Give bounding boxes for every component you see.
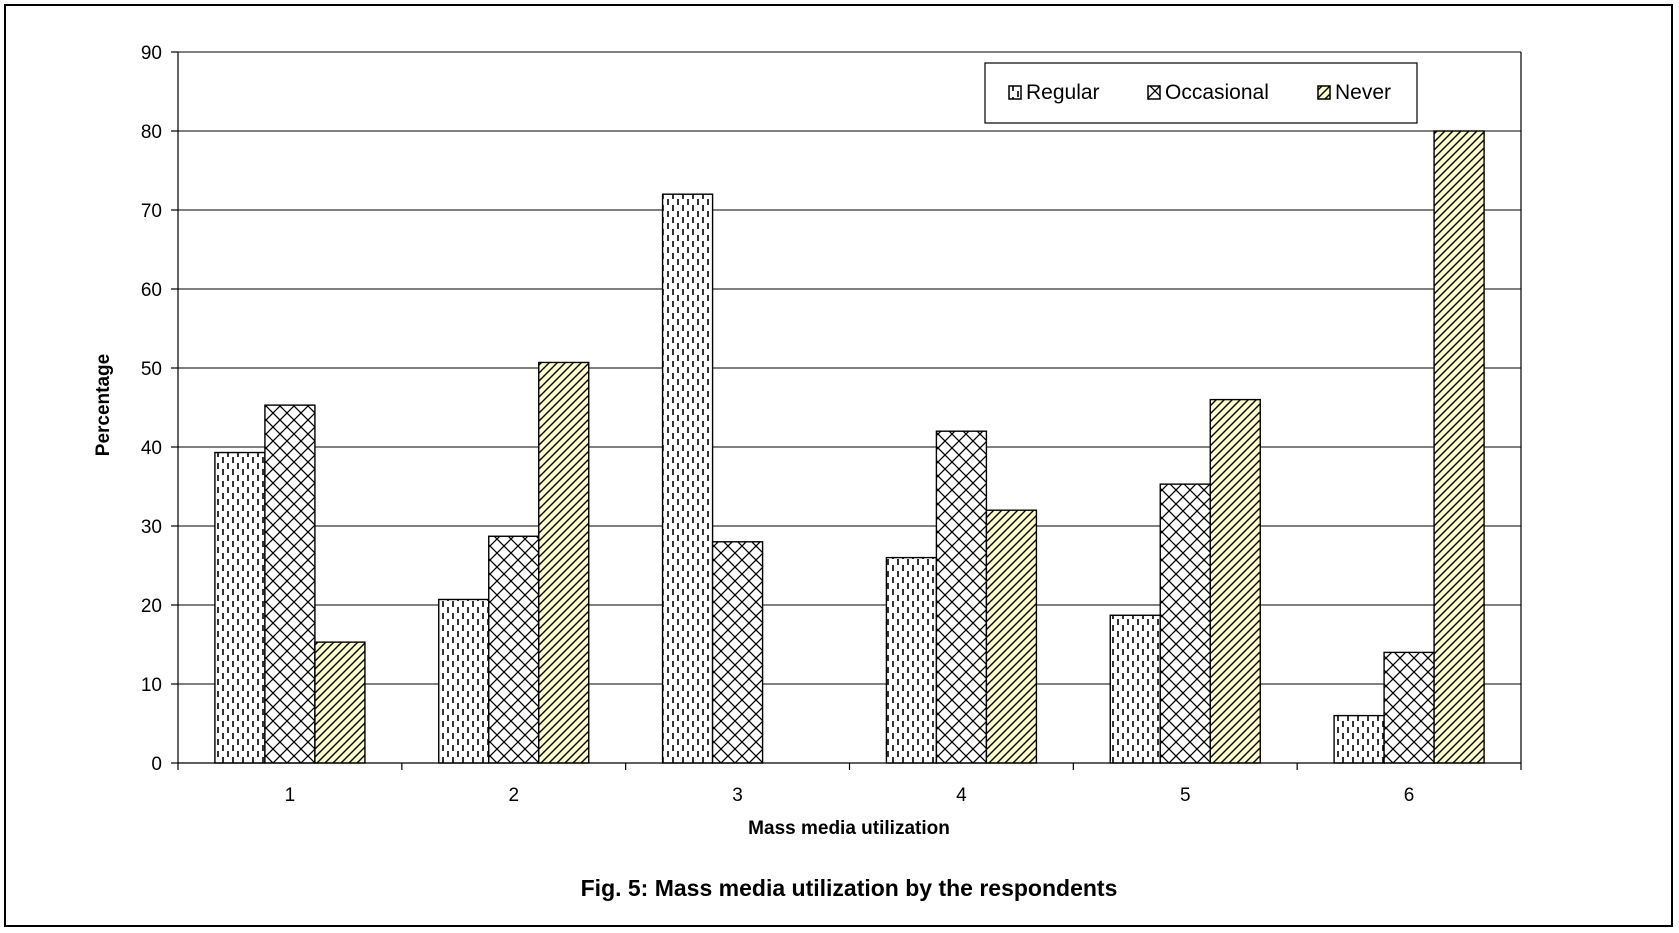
bar-regular bbox=[885, 556, 938, 764]
gridlines bbox=[178, 51, 1521, 685]
y-tick-label: 50 bbox=[141, 359, 162, 380]
bar-regular bbox=[1109, 614, 1161, 764]
y-tick-label: 40 bbox=[141, 438, 162, 459]
legend-swatch-regular bbox=[1008, 85, 1022, 100]
legend: Regular Occasional Never bbox=[984, 62, 1418, 124]
bar-occasional bbox=[1383, 651, 1435, 764]
x-tick-label: 6 bbox=[1404, 785, 1415, 806]
x-tick-label: 3 bbox=[732, 785, 743, 806]
x-tick-label: 4 bbox=[956, 785, 967, 806]
y-tick-label: 30 bbox=[141, 517, 162, 538]
bar-never bbox=[314, 641, 366, 764]
legend-box bbox=[984, 62, 1418, 124]
y-axis-title: Percentage bbox=[93, 354, 114, 456]
legend-label-occasional: Occasional bbox=[1165, 81, 1269, 104]
y-tick-label: 60 bbox=[141, 280, 162, 301]
bar-never bbox=[538, 361, 590, 764]
bar-never bbox=[985, 509, 1038, 764]
bar-occasional bbox=[264, 404, 316, 764]
y-tick-label: 70 bbox=[141, 201, 162, 222]
legend-label-regular: Regular bbox=[1026, 81, 1100, 104]
bar-occasional bbox=[711, 541, 764, 764]
axes bbox=[171, 51, 1522, 770]
bar-regular bbox=[1333, 714, 1385, 764]
bar-regular bbox=[438, 598, 490, 764]
legend-label-never: Never bbox=[1335, 81, 1391, 104]
bars bbox=[214, 130, 1485, 764]
x-tick-labels: 1 2 3 4 5 6 bbox=[285, 785, 1415, 806]
bar-regular bbox=[214, 451, 266, 764]
bar-occasional bbox=[488, 535, 540, 764]
bar-regular bbox=[661, 193, 714, 764]
bar-never bbox=[1433, 130, 1485, 764]
y-tick-label: 20 bbox=[141, 596, 162, 617]
y-tick-label: 90 bbox=[141, 43, 162, 64]
bar-occasional bbox=[935, 430, 988, 764]
y-tick-label: 10 bbox=[141, 675, 162, 696]
bar-occasional bbox=[1159, 483, 1211, 764]
bar-never bbox=[1209, 398, 1261, 764]
x-tick-label: 2 bbox=[508, 785, 519, 806]
x-axis-title: Mass media utilization bbox=[748, 818, 950, 839]
x-tick-label: 1 bbox=[285, 785, 296, 806]
x-tick-label: 5 bbox=[1180, 785, 1191, 806]
y-tick-labels: 0 10 20 30 40 50 60 70 80 90 bbox=[141, 43, 162, 775]
y-tick-label: 80 bbox=[141, 122, 162, 143]
y-tick-label: 0 bbox=[151, 754, 162, 775]
legend-swatch-occasional bbox=[1147, 85, 1161, 100]
legend-swatch-never bbox=[1317, 85, 1331, 100]
figure-caption: Fig. 5: Mass media utilization by the re… bbox=[581, 875, 1118, 901]
